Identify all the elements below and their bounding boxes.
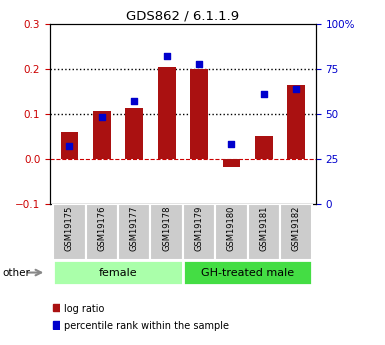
Bar <box>190 69 208 159</box>
Point <box>66 144 72 149</box>
Bar <box>280 204 313 260</box>
Text: GSM19181: GSM19181 <box>259 206 268 251</box>
Text: GSM19182: GSM19182 <box>292 206 301 251</box>
Bar <box>215 204 248 260</box>
Bar <box>248 204 280 260</box>
Bar <box>126 108 143 159</box>
Text: female: female <box>99 268 137 277</box>
Bar <box>53 260 183 285</box>
Bar <box>183 260 313 285</box>
Point <box>293 86 300 91</box>
Bar <box>53 304 60 311</box>
Text: GSM19176: GSM19176 <box>97 206 106 251</box>
Text: GSM19179: GSM19179 <box>194 206 204 251</box>
Point <box>164 54 170 59</box>
Bar <box>53 322 60 328</box>
Text: GSM19175: GSM19175 <box>65 206 74 251</box>
Point <box>228 141 234 147</box>
Bar <box>60 132 79 159</box>
Text: GH-treated male: GH-treated male <box>201 268 294 277</box>
Point <box>196 61 202 66</box>
Point <box>131 99 137 104</box>
Title: GDS862 / 6.1.1.9: GDS862 / 6.1.1.9 <box>126 10 239 23</box>
Bar <box>53 204 86 260</box>
Bar <box>223 159 240 167</box>
Bar <box>158 67 176 159</box>
Text: GSM19178: GSM19178 <box>162 206 171 251</box>
Text: log ratio: log ratio <box>64 304 104 314</box>
Point <box>99 115 105 120</box>
Bar <box>287 85 305 159</box>
Bar <box>255 136 273 159</box>
Bar <box>183 204 215 260</box>
Bar <box>86 204 118 260</box>
Text: percentile rank within the sample: percentile rank within the sample <box>64 321 229 331</box>
Bar <box>118 204 151 260</box>
Text: other: other <box>2 268 30 277</box>
Text: GSM19177: GSM19177 <box>130 206 139 251</box>
Point <box>261 91 267 97</box>
Bar <box>93 111 111 159</box>
Text: GSM19180: GSM19180 <box>227 206 236 251</box>
Bar <box>151 204 183 260</box>
